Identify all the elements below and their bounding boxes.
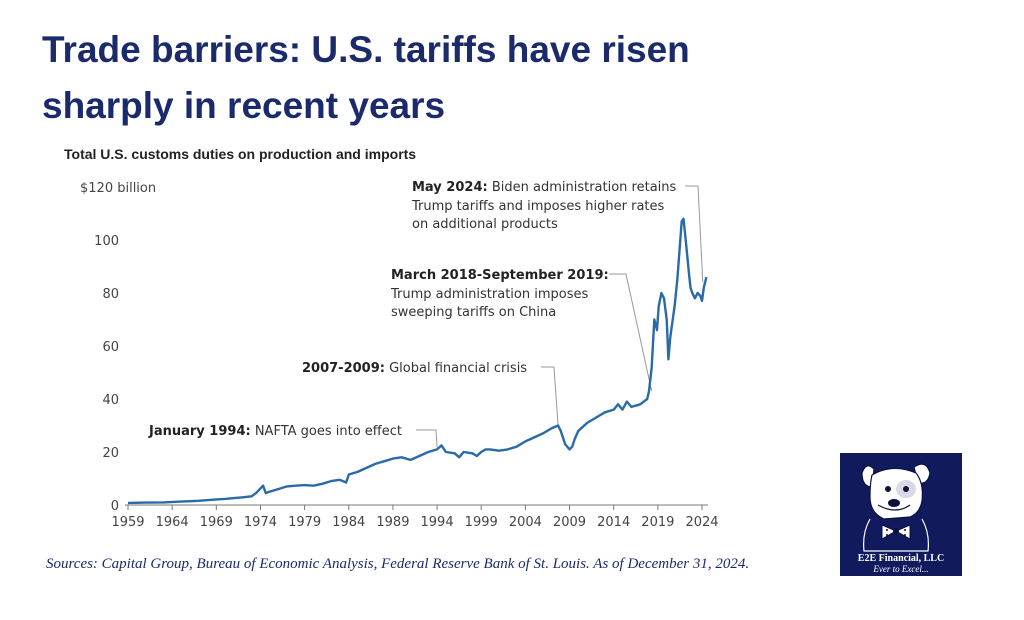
x-tick-label: 2019	[641, 515, 674, 530]
annotation-financial-crisis-label: 2007-2009:	[302, 361, 385, 376]
chart-title: Total U.S. customs duties on production …	[64, 146, 416, 162]
x-tick-label: 2009	[553, 515, 586, 530]
series-line	[127, 217, 708, 505]
y-tick-label: 60	[102, 340, 119, 355]
annotation-financial-crisis: 2007-2009: Global financial crisis	[302, 361, 527, 376]
y-tick-label: 80	[102, 287, 119, 302]
x-tick-label: 2014	[597, 515, 630, 530]
sources-note: Sources: Capital Group, Bureau of Econom…	[46, 556, 750, 572]
y-tick-label: 20	[102, 446, 119, 461]
y-tick-label: 40	[102, 393, 119, 408]
leader-nafta	[416, 429, 438, 448]
x-tick-label: 1984	[332, 515, 365, 530]
leader-trade-war	[609, 273, 653, 392]
x-tick-label: 1964	[156, 515, 189, 530]
annotation-may-2024-label: May 2024:	[412, 180, 488, 195]
x-tick-label: 1979	[288, 515, 321, 530]
x-tick-label: 2004	[509, 515, 542, 530]
annotation-may-2024-line3: on additional products	[412, 217, 558, 232]
annotation-financial-crisis-text: Global financial crisis	[389, 361, 527, 376]
logo-tagline: Ever to Excel...	[873, 564, 929, 574]
annotation-may-2024-line1: Biden administration retains	[492, 180, 677, 195]
x-tick-label: 1974	[244, 515, 277, 530]
x-axis-ticks: 1959 1964 1969 1974 1979 1984 1989 1994 1999 2004…	[111, 505, 719, 530]
annotation-may-2024: May 2024: Biden administration retains T…	[411, 180, 677, 232]
annotation-trade-war-line1: Trump administration imposes	[390, 287, 588, 302]
x-tick-label: 1989	[376, 515, 409, 530]
y-axis-ticks: 0 20 40 60 80 100	[94, 234, 119, 514]
leader-financial-crisis	[541, 366, 559, 426]
annotation-may-2024-line2: Trump tariffs and imposes higher rates	[411, 199, 665, 214]
logo-company-name: E2E Financial, LLC	[857, 553, 945, 564]
svg-text:January 1994: NAFTA goes into: January 1994: NAFTA goes into effect	[148, 424, 402, 439]
y-axis-unit-label: $120 billion	[80, 181, 156, 196]
annotation-nafta-label: January 1994:	[148, 424, 251, 439]
svg-text:March 2018-September 2019:: March 2018-September 2019:	[391, 268, 609, 283]
x-tick-label: 1994	[421, 515, 454, 530]
x-tick-label: 1959	[111, 515, 144, 530]
svg-text:2007-2009: Global financial cr: 2007-2009: Global financial crisis	[302, 361, 527, 376]
annotation-trade-war-line2: sweeping tariffs on China	[391, 305, 556, 320]
x-tick-label: 1969	[200, 515, 233, 530]
company-logo: E2E Financial, LLC Ever to Excel...	[840, 453, 962, 576]
annotation-nafta: January 1994: NAFTA goes into effect	[148, 424, 402, 439]
x-tick-label: 2024	[685, 515, 718, 530]
y-tick-label: 100	[94, 234, 119, 249]
annotation-trade-war: March 2018-September 2019: Trump adminis…	[390, 268, 609, 320]
annotation-trade-war-label: March 2018-September 2019:	[391, 268, 609, 283]
y-tick-label: 0	[111, 499, 119, 514]
annotation-leaders	[416, 185, 704, 448]
svg-text:May 2024: Biden administration: May 2024: Biden administration retains	[412, 180, 677, 195]
x-tick-label: 1999	[465, 515, 498, 530]
leader-may-2024	[685, 185, 704, 283]
dog-mascot-icon	[861, 463, 931, 552]
annotation-nafta-text: NAFTA goes into effect	[255, 424, 402, 439]
page-title: Trade barriers: U.S. tariffs have risen …	[42, 29, 690, 126]
